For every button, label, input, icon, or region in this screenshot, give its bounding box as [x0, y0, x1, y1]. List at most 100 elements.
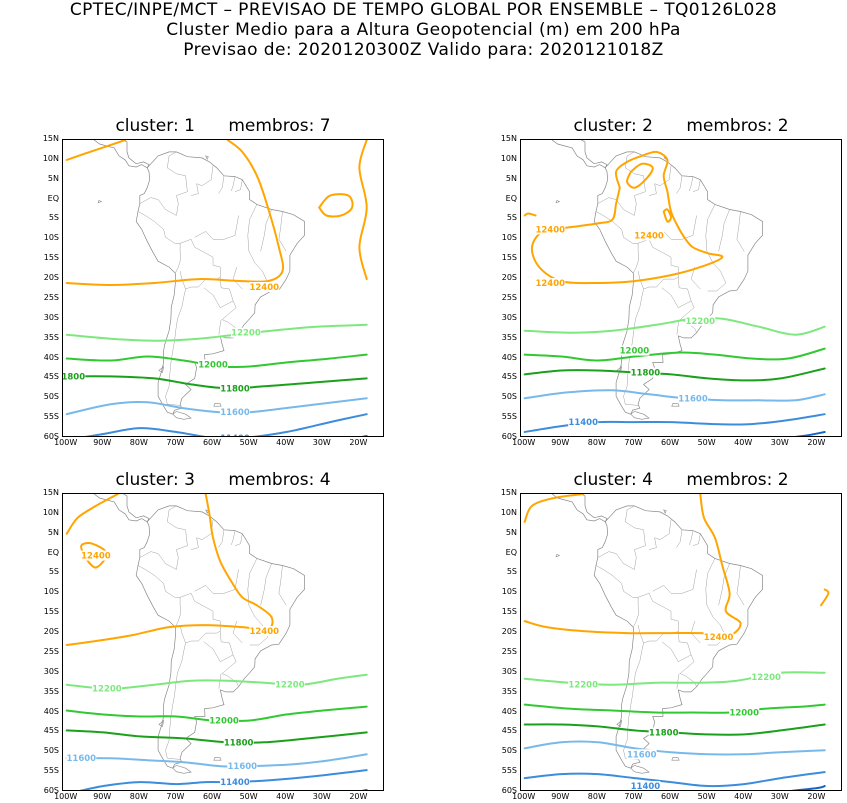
coastline [93, 494, 148, 523]
contour-label-bg [619, 345, 650, 356]
lon-tick-label: 60W [660, 792, 680, 801]
panel-3-membros-number: 4 [319, 470, 331, 490]
lat-tick-label: 30S [501, 666, 517, 676]
panel-2-title: cluster: 2 membros: 2 [520, 116, 842, 136]
lat-tick-label: EQ [505, 193, 517, 203]
contour-label-bg [219, 383, 250, 394]
contour-label-bg [634, 230, 665, 241]
contour-label-12200: 12200 [231, 329, 261, 339]
island [213, 757, 222, 761]
country-border [232, 267, 243, 290]
country-border [637, 592, 679, 644]
lat-tick-label: 5S [48, 567, 59, 577]
coastline [581, 494, 608, 522]
lat-tick-label: 40S [43, 352, 59, 362]
contour-12400 [80, 542, 108, 569]
lat-tick-label: 25S [501, 646, 517, 656]
country-border [139, 197, 177, 216]
country-border [652, 569, 697, 594]
lat-tick-label: 35S [501, 332, 517, 342]
country-border [203, 631, 234, 663]
header-line-3: Previsao de: 2020120300Z Valido para: 20… [183, 40, 664, 60]
lat-tick-label: 15N [42, 488, 59, 497]
contour-label-bg [677, 393, 708, 404]
panel-1-cluster-number: 1 [184, 116, 195, 136]
contour-label-11600: 11600 [678, 394, 708, 404]
lon-tick-label: 40W [734, 438, 753, 447]
lat-tick-label: 10S [43, 233, 59, 243]
country-border [218, 319, 222, 335]
contour-11400 [523, 771, 826, 788]
panel-3-cluster-label: cluster: [115, 470, 179, 490]
contour-12400 [523, 494, 742, 637]
map-panel-2: 12400 12400 12400 12200 12000 11800 11600 11400 [520, 139, 842, 437]
island [663, 509, 667, 514]
panel-1-title: cluster: 1 membros: 7 [62, 116, 384, 136]
lat-tick-label: 50S [43, 746, 59, 756]
contour-12400 [530, 150, 724, 285]
contour-label-bg [568, 679, 599, 690]
contour-unlabeled [794, 431, 826, 436]
contour-label-bg [568, 417, 599, 428]
country-border [247, 558, 258, 606]
lon-tick-label: 30W [770, 792, 789, 801]
lon-tick-label: 20W [807, 438, 826, 447]
contour-label-bg [63, 371, 86, 382]
lat-tick-label: 15S [501, 253, 517, 263]
lon-tick-label: 90W [93, 792, 112, 801]
contour-11600 [523, 389, 826, 402]
contour-11400 [84, 413, 368, 436]
lat-tick-label: 25S [43, 292, 59, 302]
lat-tick-label: 45S [43, 372, 59, 382]
contour-label-bg [209, 715, 239, 726]
lat-tick-label: 10S [501, 233, 517, 243]
lat-tick-label: 45S [501, 726, 517, 736]
island [671, 757, 680, 761]
lat-tick-label: 60S [43, 432, 59, 441]
contour-label-bg [219, 433, 250, 436]
contour-12400 [65, 140, 285, 287]
contour-label-11400: 11400 [220, 778, 250, 788]
lat-tick-label: 20S [43, 273, 59, 283]
lat-tick-label: 60S [43, 786, 59, 795]
country-border [736, 211, 745, 252]
contour-label-bg [630, 781, 661, 790]
map-panel-4: 12400 12200 12200 12000 11800 11600 11400 [520, 493, 842, 791]
country-border [203, 277, 234, 309]
lat-tick-label: 40S [501, 352, 517, 362]
country-border [718, 209, 730, 252]
contour-label-12400: 12400 [535, 225, 565, 235]
contour-12200 [523, 316, 826, 336]
contour-label-bg [729, 707, 760, 718]
contour-label-bg [227, 761, 258, 772]
country-border [234, 179, 243, 192]
country-border [692, 533, 701, 546]
contour-11800 [65, 375, 368, 390]
lat-tick-label: 20S [43, 627, 59, 637]
country-border [676, 175, 683, 194]
contour-label-12200: 12200 [568, 681, 598, 691]
country-border [661, 631, 692, 663]
header-line-1: CPTEC/INPE/MCT – PREVISAO DE TEMPO GLOBA… [69, 0, 778, 20]
coastline [93, 140, 148, 169]
lat-tick-label: 50S [43, 392, 59, 402]
contour-label-11800: 11800 [63, 372, 85, 382]
lat-tick-label: 15S [43, 253, 59, 263]
lon-tick-label: 30W [312, 438, 331, 447]
lon-tick-label: 40W [276, 438, 295, 447]
panel-1-membros-label: membros: [228, 116, 315, 136]
lon-tick-label: 20W [349, 792, 368, 801]
contour-label-12000: 12000 [620, 347, 650, 357]
coastline [593, 151, 763, 415]
country-border [165, 288, 186, 406]
contour-label-12200: 12200 [751, 673, 781, 683]
contour-label-11600: 11600 [627, 750, 657, 760]
lat-tick-label: 20S [501, 627, 517, 637]
island [555, 553, 561, 558]
country-border [595, 565, 640, 628]
lon-tick-label: 100W [54, 792, 78, 801]
contour-11600 [523, 740, 826, 756]
lon-tick-label: 70W [624, 792, 643, 801]
lat-tick-label: 55S [501, 766, 517, 776]
country-border [234, 533, 243, 546]
